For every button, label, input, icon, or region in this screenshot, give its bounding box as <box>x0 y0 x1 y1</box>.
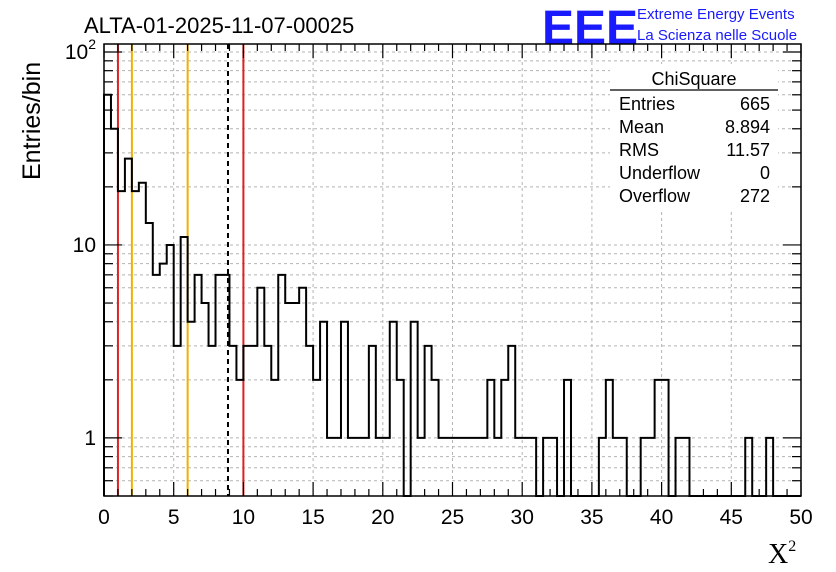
eee-logo: EEE Extreme Energy Events La Scienza nel… <box>542 2 797 55</box>
stats-label: Entries <box>619 94 675 114</box>
x-tick-label: 45 <box>720 506 743 529</box>
stats-value: 8.894 <box>725 117 770 137</box>
stats-label: Mean <box>619 117 664 137</box>
x-tick-label: 40 <box>650 506 673 529</box>
y-tick-label: 102 <box>65 36 96 64</box>
stats-value: 0 <box>760 163 770 183</box>
stats-box-name: ChiSquare <box>651 69 736 89</box>
x-tick-label: 30 <box>511 506 534 529</box>
axis-ticks <box>103 44 802 497</box>
y-axis-label: Entries/bin <box>18 62 46 180</box>
stats-box: ChiSquare Entries 665 Mean 8.894 RMS 11.57 Und… <box>610 64 778 210</box>
x-tick-label: 5 <box>168 506 180 529</box>
stats-value: 11.57 <box>726 140 770 160</box>
chart-title: ALTA-01-2025-11-07-00025 <box>84 13 354 38</box>
eee-logo-line2: La Scienza nelle Scuole <box>637 27 797 44</box>
x-tick-label: 35 <box>580 506 603 529</box>
grid-lines <box>104 44 801 496</box>
x-axis-label: X2 <box>768 538 796 570</box>
histogram-outline <box>103 93 801 497</box>
x-tick-label: 50 <box>789 506 812 529</box>
x-tick-label: 20 <box>371 506 394 529</box>
y-tick-label: 1 <box>84 427 96 450</box>
stats-box-bg <box>610 64 778 210</box>
stats-value: 272 <box>740 186 770 206</box>
stats-label: Overflow <box>619 186 691 206</box>
eee-logo-line1: Extreme Energy Events <box>637 6 795 23</box>
stats-label: Underflow <box>619 163 701 183</box>
x-tick-labels: 0 5 10 15 20 25 30 35 40 45 50 <box>98 506 813 529</box>
x-tick-label: 15 <box>301 506 324 529</box>
histogram <box>103 93 801 497</box>
y-tick-labels: 1 10 102 <box>65 36 96 450</box>
y-tick-label: 10 <box>73 234 96 257</box>
stats-value: 665 <box>740 94 770 114</box>
eee-logo-mark: EEE <box>542 2 638 55</box>
stats-label: RMS <box>619 140 659 160</box>
x-tick-label: 0 <box>98 506 110 529</box>
x-tick-label: 10 <box>232 506 255 529</box>
x-tick-label: 25 <box>441 506 464 529</box>
